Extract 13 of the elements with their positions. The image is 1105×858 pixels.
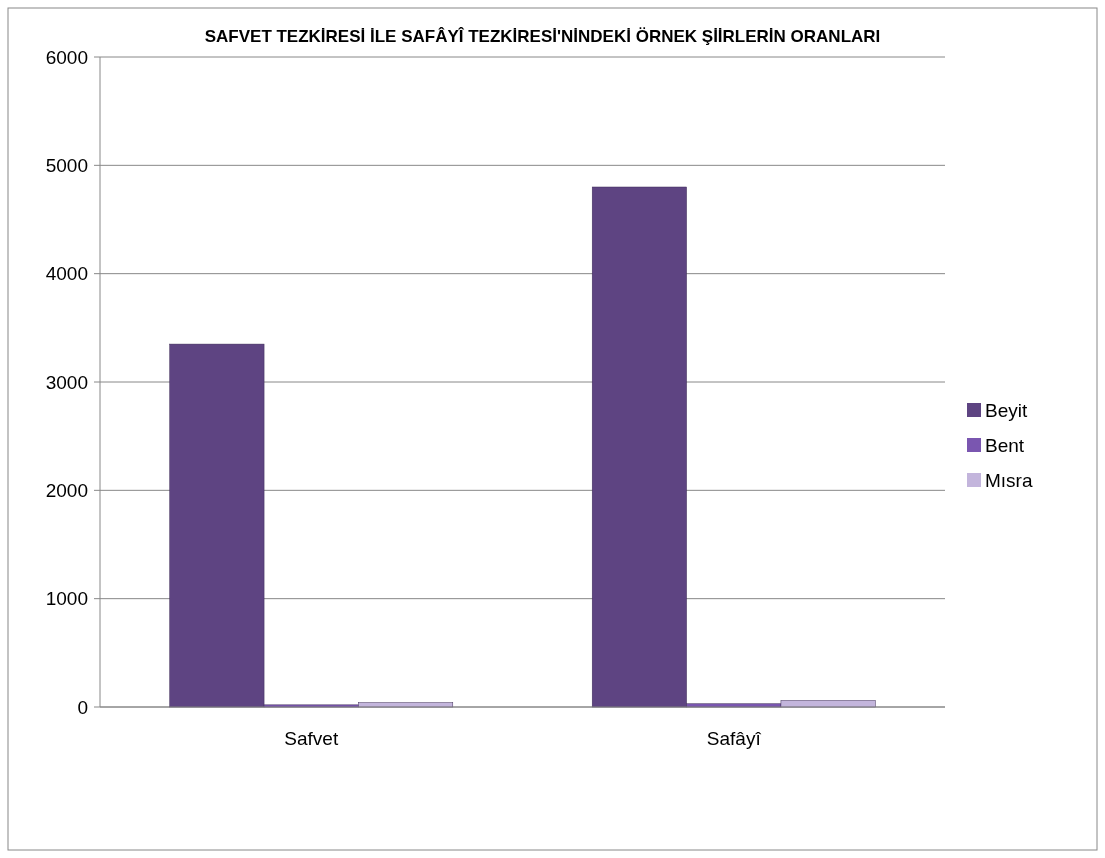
y-tick-label: 2000 (45, 479, 88, 501)
legend-label: Beyit (985, 399, 1028, 421)
y-tick-label: 6000 (45, 46, 88, 68)
y-tick-label: 0 (77, 696, 88, 718)
x-tick-label: Safvet (284, 728, 339, 749)
legend-label: Mısra (985, 469, 1033, 491)
y-tick-label: 4000 (45, 263, 88, 285)
y-tick-label: 5000 (45, 154, 88, 176)
y-tick-label: 1000 (45, 588, 88, 610)
x-tick-label: Safâyî (706, 728, 762, 749)
legend-label: Bent (985, 434, 1025, 456)
y-tick-label: 3000 (45, 371, 88, 393)
chart-title: SAFVET TEZKİRESİ İLE SAFÂYÎ TEZKİRESİ'NİNDEKİ ÖRNEK ŞİİRLERİN ORANLARI (204, 27, 881, 46)
